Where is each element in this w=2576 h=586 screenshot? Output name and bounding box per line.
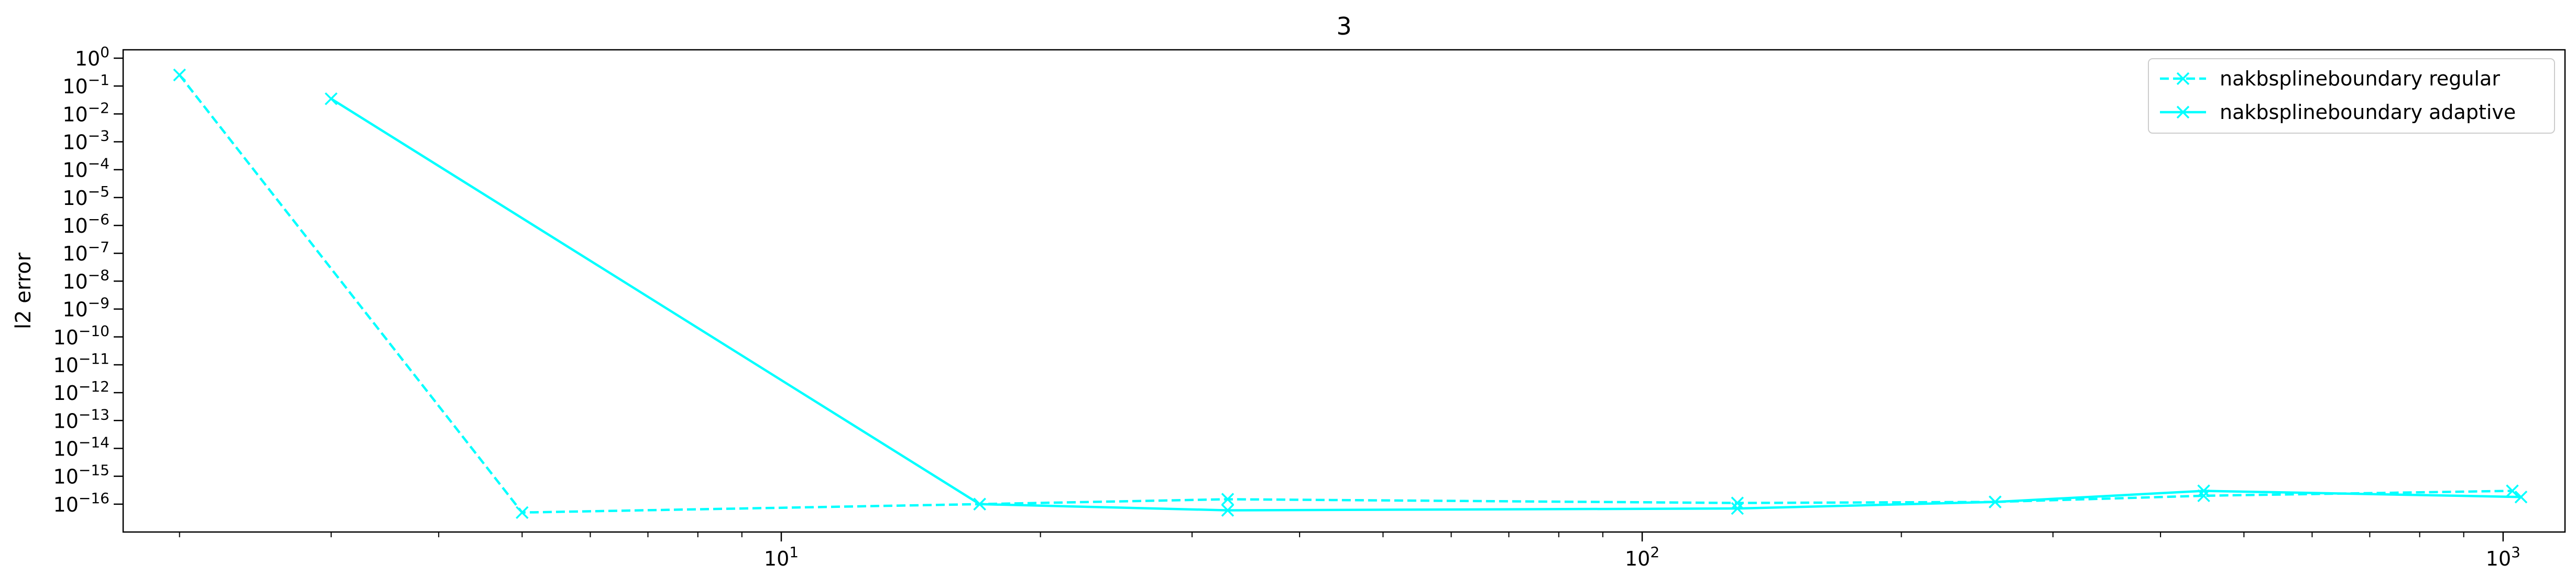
x-axis: 101 102 103 <box>179 532 2520 570</box>
y-tick-label: 10−13 <box>53 406 110 432</box>
data-point <box>973 497 986 511</box>
data-point <box>1989 495 2002 508</box>
data-point <box>324 92 338 105</box>
y-tick-label: 10−9 <box>62 295 110 321</box>
y-tick-label: 10−15 <box>53 462 110 489</box>
y-tick-label: 10−4 <box>62 155 110 182</box>
x-tick-label: 103 <box>2486 544 2520 570</box>
plot-area <box>173 68 2528 519</box>
legend-label: nakbsplineboundary adaptive <box>2220 101 2516 124</box>
x-tick-label: 102 <box>1625 544 1660 570</box>
series-line <box>178 74 2513 514</box>
y-tick-label: 10−1 <box>62 71 110 98</box>
legend-entry: nakbsplineboundary regular <box>2160 67 2500 90</box>
data-point <box>173 68 186 82</box>
y-tick-label: 10−3 <box>62 127 110 154</box>
legend-box <box>2148 58 2555 134</box>
plot-frame <box>122 49 2566 533</box>
data-point <box>1221 493 1235 506</box>
legend-label: nakbsplineboundary regular <box>2220 67 2500 90</box>
y-tick-label: 10−14 <box>53 433 110 460</box>
y-tick-label: 10−12 <box>53 378 110 405</box>
y-axis: 10010−110−210−310−410−510−610−710−810−91… <box>53 44 123 516</box>
series-2 <box>324 92 2528 517</box>
series-line <box>330 97 2522 512</box>
x-tick-label: 101 <box>764 544 799 570</box>
y-tick-label: 10−7 <box>62 238 110 265</box>
data-point <box>2197 484 2210 497</box>
data-point <box>516 506 529 519</box>
legend-entry: nakbsplineboundary adaptive <box>2160 101 2516 124</box>
y-tick-label: 10−8 <box>62 266 110 293</box>
legend: nakbsplineboundary regular nakbsplineboun… <box>2148 58 2555 134</box>
chart-title: 3 <box>1336 12 1351 40</box>
y-tick-label: 100 <box>75 44 110 70</box>
data-point <box>2506 484 2519 497</box>
legend-marker <box>2176 105 2190 119</box>
data-point <box>2514 491 2528 504</box>
y-axis-title: l2 error <box>12 252 36 329</box>
y-tick-label: 10−10 <box>53 322 110 349</box>
series-1 <box>173 68 2519 519</box>
legend-marker <box>2176 72 2190 85</box>
y-tick-label: 10−16 <box>53 490 110 516</box>
data-point <box>1221 504 1235 517</box>
y-tick-label: 10−2 <box>62 99 110 126</box>
y-tick-label: 10−11 <box>53 350 110 377</box>
data-point <box>1731 496 1744 509</box>
y-tick-label: 10−6 <box>62 211 110 237</box>
data-point <box>1731 502 1744 515</box>
y-tick-label: 10−5 <box>62 183 110 210</box>
